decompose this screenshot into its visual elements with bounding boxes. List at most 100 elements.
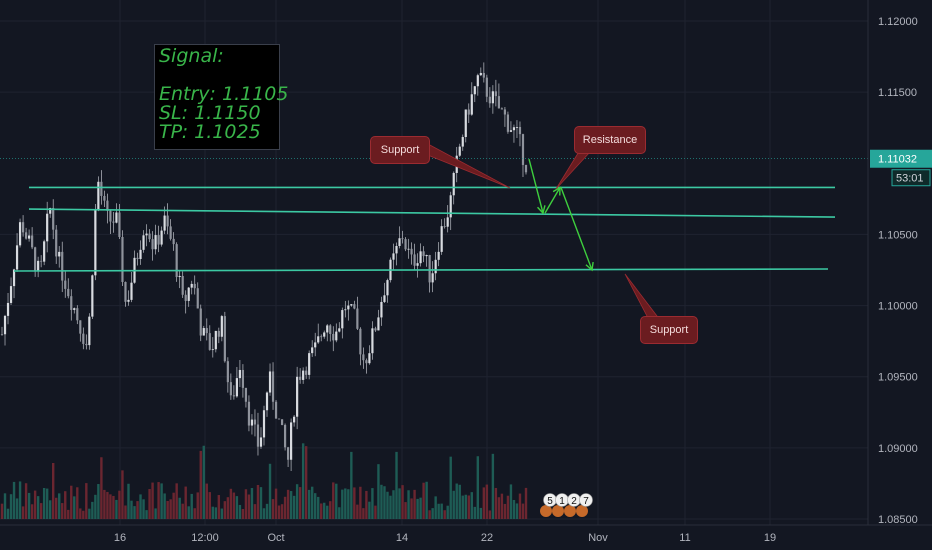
candle-body: [103, 195, 106, 201]
volume-bar: [136, 501, 139, 519]
volume-bar: [437, 503, 440, 519]
candle-body: [347, 305, 350, 310]
signal-arrow: [544, 187, 561, 214]
volume-bar: [97, 484, 100, 519]
callout-pointer: [555, 149, 591, 190]
volume-bars: [0, 443, 528, 519]
volume-bar: [383, 486, 386, 519]
candle-body: [524, 164, 528, 173]
volume-bar: [416, 498, 419, 519]
time-axis[interactable]: 16 12:00 Oct 14 22 Nov 11 19: [0, 524, 932, 544]
candle-body: [488, 96, 491, 104]
candle-body: [344, 309, 347, 311]
volume-bar: [404, 502, 407, 519]
candle-body: [202, 328, 205, 336]
volume-bar: [109, 494, 112, 519]
signal-title: Signal:: [159, 45, 224, 67]
candle-body: [211, 349, 214, 351]
candle-body: [299, 376, 302, 380]
volume-bar: [347, 489, 350, 519]
candle-body: [482, 72, 485, 78]
volume-bar: [277, 505, 281, 519]
volume-bar: [190, 493, 193, 519]
candle-body: [79, 320, 82, 334]
volume-bar: [256, 484, 260, 519]
volume-bar: [374, 505, 377, 519]
time-tick-label: 22: [481, 532, 493, 544]
volume-bar: [130, 500, 133, 519]
volume-bar: [398, 488, 401, 519]
candle-body: [151, 239, 154, 250]
volume-bar: [82, 510, 85, 519]
candle-body: [332, 333, 335, 341]
candle-body: [479, 72, 482, 76]
candle-body: [88, 316, 91, 346]
candle-body: [55, 229, 58, 257]
volume-bar: [3, 493, 7, 519]
candle-body: [512, 127, 516, 131]
candle-body: [323, 332, 326, 337]
candle-body: [232, 395, 235, 397]
candle-body: [100, 181, 103, 196]
candle-body: [115, 212, 118, 223]
volume-bar: [9, 494, 13, 519]
volume-bar: [121, 470, 124, 519]
candle-body: [398, 238, 401, 247]
candle-body: [386, 280, 389, 296]
signal-arrows: [528, 158, 594, 272]
volume-bar: [332, 482, 335, 519]
candle-body: [34, 247, 37, 272]
candle-body: [124, 281, 127, 302]
volume-bar: [73, 496, 76, 519]
candle-body: [283, 424, 287, 448]
volume-bar: [145, 510, 148, 519]
candle-body: [353, 304, 356, 309]
candle-body: [0, 334, 4, 335]
candle-body: [485, 77, 488, 97]
candle-body: [470, 94, 473, 115]
volume-bar: [401, 485, 404, 519]
signal-entry: Entry: 1.1105: [159, 83, 289, 105]
candle-body: [326, 325, 329, 333]
candle-body: [365, 360, 368, 364]
candle-body: [73, 308, 76, 310]
candle-body: [268, 371, 272, 393]
price-axis[interactable]: 1.12000 1.11500 1.10500 1.10000 1.09500 1.090…: [867, 0, 918, 526]
candle-body: [446, 217, 449, 227]
signal-arrow: [560, 187, 593, 271]
candle-body: [220, 316, 223, 337]
candle-body: [208, 333, 211, 350]
volume-bar: [292, 495, 296, 519]
candle-body: [449, 195, 452, 218]
volume-bar: [64, 491, 67, 519]
candle-body: [94, 209, 97, 276]
volume-bar: [515, 503, 519, 519]
countdown-bg: [891, 169, 931, 187]
candle-body: [434, 259, 437, 274]
candle-body: [187, 287, 190, 301]
time-tick-label: 12:00: [191, 532, 219, 544]
volume-bar: [295, 484, 299, 519]
volume-bar: [371, 488, 374, 519]
candle-body: [157, 235, 160, 245]
countdown-label: 53:01: [896, 173, 924, 185]
volume-bar: [175, 483, 178, 519]
event-flag-icon: [576, 505, 588, 517]
candle-body: [329, 325, 332, 334]
candle-body: [40, 260, 43, 262]
volume-bar: [440, 503, 443, 519]
candle-body: [118, 212, 121, 238]
volume-bar: [392, 490, 395, 519]
volume-bar: [244, 489, 248, 519]
candle-body: [509, 130, 513, 132]
candle-body: [308, 353, 311, 375]
candle-body: [374, 328, 377, 331]
volume-bar: [307, 489, 311, 519]
volume-bar: [39, 503, 43, 519]
candle-body: [395, 246, 398, 254]
volume-bar: [356, 504, 359, 519]
candle-body: [97, 181, 100, 210]
candle-body: [413, 254, 416, 266]
